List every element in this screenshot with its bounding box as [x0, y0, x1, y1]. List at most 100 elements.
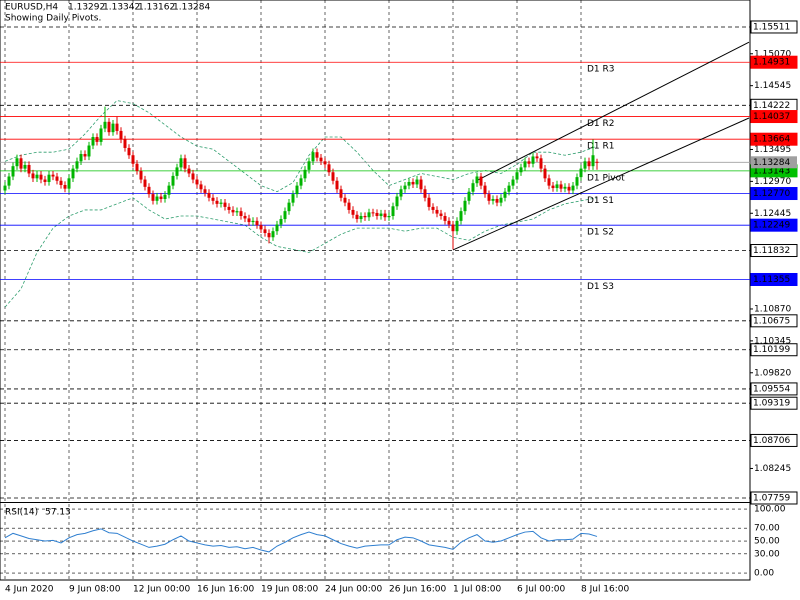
candle-body [367, 212, 371, 218]
candle-body [255, 220, 259, 226]
candle-body [443, 216, 447, 221]
x-tick-label: 12 Jun 00:00 [133, 585, 190, 595]
candle-body [351, 209, 355, 215]
level-label: 1.14222 [753, 101, 790, 111]
candle-body [359, 216, 363, 220]
candle-body [527, 161, 531, 164]
candle-body [439, 213, 443, 217]
current-price-box [751, 156, 797, 169]
level-label: 1.12249 [753, 221, 790, 231]
current-price-label: 1.13284 [753, 158, 790, 168]
candle-body [135, 163, 139, 172]
level-label: 1.13143 [753, 166, 790, 176]
candle-body [415, 179, 419, 185]
candle-body [27, 164, 31, 174]
level-label: 1.09319 [753, 399, 790, 409]
candle-body [335, 180, 339, 190]
candle-body [411, 181, 415, 185]
candle-body [39, 174, 43, 180]
candle-body [11, 166, 15, 177]
candle-body [23, 164, 27, 169]
candle-body [487, 194, 491, 201]
level-label: 1.14037 [753, 112, 790, 122]
header-open: 1.13292 [68, 3, 105, 13]
candle-body [455, 220, 459, 232]
candle-body [211, 197, 215, 201]
candle-body [87, 145, 91, 157]
candle-body [419, 179, 423, 190]
candle-body [499, 197, 503, 203]
candle-body [275, 224, 279, 232]
level-label-box [750, 218, 798, 232]
candle-body [403, 185, 407, 190]
candle-body [155, 196, 159, 201]
candle-body [451, 224, 455, 232]
candle-body [259, 225, 263, 230]
candle-body [79, 154, 83, 162]
candle-body [119, 130, 123, 140]
candle-body [63, 185, 67, 189]
candle-body [467, 191, 471, 201]
candle-body [327, 164, 331, 173]
level-label-box [750, 187, 798, 201]
candle-body [503, 191, 507, 198]
candle-body [171, 175, 175, 186]
candle-body [459, 211, 463, 221]
candle-body [191, 173, 195, 180]
level-label-box [750, 110, 798, 124]
candle-body [511, 179, 515, 186]
level-label-box [750, 396, 798, 410]
x-tick-label: 16 Jun 16:00 [197, 585, 254, 595]
candle-body [151, 194, 155, 201]
level-label-box [750, 55, 798, 69]
channel-line [477, 41, 750, 181]
candle-body [371, 212, 375, 214]
pivot-name: D1 R1 [587, 142, 615, 152]
candle-body [131, 155, 135, 164]
pivot-name: D1 R3 [587, 65, 615, 75]
candle-body [251, 220, 255, 223]
candle-body [287, 202, 291, 212]
y-tick-label: 1.15070 [754, 49, 791, 59]
header-low: 1.13162 [138, 3, 175, 13]
candle-body [323, 161, 327, 165]
header-close: 1.13284 [173, 3, 210, 13]
candle-body [51, 174, 55, 177]
candle-body [355, 214, 359, 220]
candle-body [175, 167, 179, 176]
candle-body [299, 178, 303, 186]
level-label: 1.12770 [753, 189, 790, 199]
candle-body [43, 179, 47, 182]
candle-body [591, 155, 595, 167]
candle-body [495, 198, 499, 203]
candle-body [551, 185, 555, 189]
level-label-box [750, 433, 798, 447]
channel-line [452, 117, 750, 251]
level-label: 1.15511 [753, 22, 790, 32]
candle-body [447, 220, 451, 225]
level-label: 1.11355 [753, 275, 790, 285]
level-label: 1.10675 [753, 316, 790, 326]
candle-body [59, 180, 63, 186]
candle-body [479, 176, 483, 186]
x-tick-label: 8 Jul 16:00 [581, 585, 630, 595]
plot-frame [0, 0, 751, 581]
candle-body [435, 209, 439, 214]
candle-body [187, 168, 191, 174]
candle-body [471, 183, 475, 192]
candle-body [231, 209, 235, 213]
y-tick-label: 1.08245 [754, 464, 791, 474]
candle-body [183, 158, 187, 169]
candle-body [223, 202, 227, 207]
candle-body [491, 198, 495, 201]
candle-body [295, 185, 299, 195]
x-tick-label: 19 Jun 08:00 [261, 585, 318, 595]
candle-body [311, 152, 315, 162]
candle-body [127, 147, 131, 156]
candle-body [407, 181, 411, 186]
candle-body [571, 185, 575, 191]
candle-body [115, 123, 119, 131]
candle-body [307, 161, 311, 170]
candle-body [475, 176, 479, 184]
